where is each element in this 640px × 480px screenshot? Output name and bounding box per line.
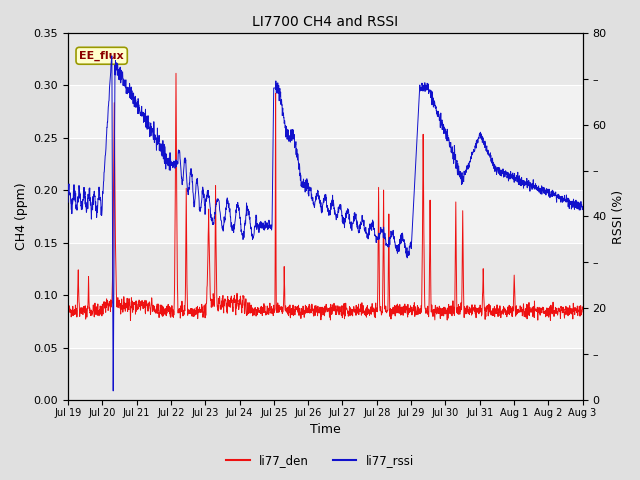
Bar <box>68 85 582 138</box>
Bar <box>68 33 582 85</box>
X-axis label: Time: Time <box>310 423 340 436</box>
Y-axis label: RSSI (%): RSSI (%) <box>612 190 625 243</box>
Title: LI7700 CH4 and RSSI: LI7700 CH4 and RSSI <box>252 15 398 29</box>
Bar <box>68 295 582 348</box>
Y-axis label: CH4 (ppm): CH4 (ppm) <box>15 183 28 250</box>
Bar <box>68 348 582 400</box>
Bar <box>68 138 582 190</box>
Bar <box>68 190 582 243</box>
Legend: li77_den, li77_rssi: li77_den, li77_rssi <box>221 449 419 472</box>
Text: EE_flux: EE_flux <box>79 50 124 61</box>
Bar <box>68 243 582 295</box>
